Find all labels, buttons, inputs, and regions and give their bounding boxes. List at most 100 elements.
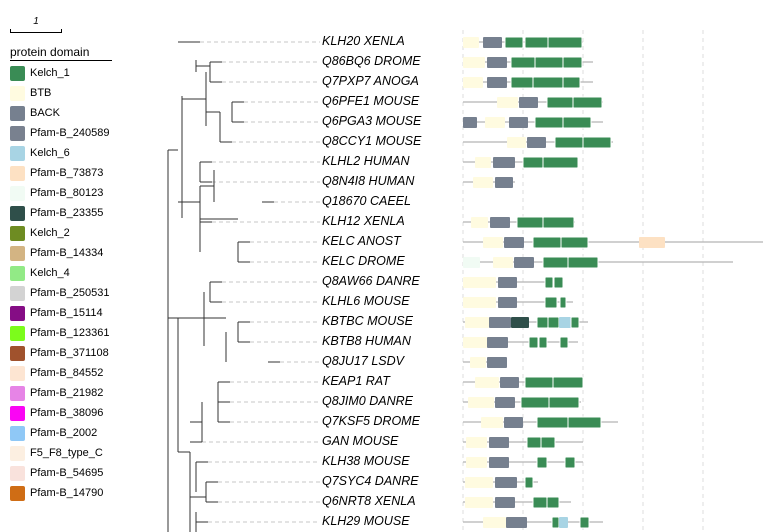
taxon-label: Q6NRT8 XENLA <box>322 494 416 508</box>
legend-item: Pfam-B_23355 <box>10 205 140 222</box>
legend-swatch <box>10 166 25 181</box>
taxon-row: Q7PXP7 ANOGA <box>322 72 462 92</box>
taxon-label: Q6PFE1 MOUSE <box>322 94 420 108</box>
legend-swatch <box>10 206 25 221</box>
taxon-row: Q18670 CAEEL <box>322 192 462 212</box>
domain-btb <box>463 277 496 288</box>
domain-btb <box>497 97 518 108</box>
domain-kelch_1 <box>567 416 602 429</box>
domain-back <box>483 37 502 48</box>
domain-pfam-b_80123 <box>463 257 480 268</box>
domain-pfam-b_23355 <box>511 317 529 328</box>
domain-pfam-b_73873 <box>639 237 665 248</box>
domain-btb <box>473 177 493 188</box>
domain-btb <box>485 117 505 128</box>
domain-kelch_1 <box>510 76 534 89</box>
domain-kelch_1 <box>562 116 592 129</box>
domain-kelch_1 <box>559 336 569 349</box>
taxon-row: Q6NRT8 XENLA <box>322 492 462 512</box>
domain-btb <box>470 357 486 368</box>
domain-back <box>495 477 517 488</box>
legend-item: Pfam-B_80123 <box>10 185 140 202</box>
domain-kelch_1 <box>547 316 560 329</box>
legend-item: Pfam-B_84552 <box>10 365 140 382</box>
legend-item-label: Pfam-B_38096 <box>30 407 104 419</box>
taxon-row: KLH12 XENLA <box>322 212 462 232</box>
taxon-label: GAN MOUSE <box>322 434 399 448</box>
domain-btb <box>507 137 526 148</box>
domain-kelch_1 <box>582 136 612 149</box>
domain-back <box>495 497 515 508</box>
legend-item: Pfam-B_371108 <box>10 345 140 362</box>
taxon-label: KELC DROME <box>322 254 405 268</box>
legend-item-label: Pfam-B_240589 <box>30 127 110 139</box>
taxon-label: Q18670 CAEEL <box>322 194 411 208</box>
legend-item-label: Pfam-B_15114 <box>30 307 103 319</box>
domain-kelch_1 <box>559 296 567 309</box>
domain-btb <box>463 37 479 48</box>
legend-swatch <box>10 446 25 461</box>
legend-item: Pfam-B_250531 <box>10 285 140 302</box>
legend-item-label: Kelch_2 <box>30 227 70 239</box>
taxon-label: Q7PXP7 ANOGA <box>322 74 419 88</box>
taxon-label: Q8CCY1 MOUSE <box>322 134 422 148</box>
domain-kelch_1 <box>544 296 558 309</box>
domain-btb <box>466 457 487 468</box>
domain-kelch_1 <box>534 56 564 69</box>
legend-swatch <box>10 486 25 501</box>
legend-swatch <box>10 326 25 341</box>
domain-btb <box>483 237 503 248</box>
domain-back <box>527 137 546 148</box>
domain-back <box>500 377 519 388</box>
domain-back <box>498 277 517 288</box>
domain-kelch_1 <box>542 216 575 229</box>
domain-kelch_1 <box>544 276 554 289</box>
domain-kelch_6 <box>559 317 571 328</box>
taxon-row: Q7KSF5 DROME <box>322 412 462 432</box>
taxon-row: KLHL6 MOUSE <box>322 292 462 312</box>
taxon-row: GAN MOUSE <box>322 432 462 452</box>
legend-item: BACK <box>10 105 140 122</box>
scale-line <box>10 29 62 33</box>
taxon-label: Q86BQ6 DROME <box>322 54 421 68</box>
legend-item: Pfam-B_2002 <box>10 425 140 442</box>
taxon-row: KEAP1 RAT <box>322 372 462 392</box>
legend-item: Kelch_4 <box>10 265 140 282</box>
domain-kelch_1 <box>516 216 544 229</box>
scale-label: 1 <box>33 16 39 27</box>
domain-kelch_1 <box>510 56 536 69</box>
legend-item: Pfam-B_15114 <box>10 305 140 322</box>
domain-btb <box>493 257 513 268</box>
legend-swatch <box>10 306 25 321</box>
legend-item: BTB <box>10 85 140 102</box>
legend-item: F5_F8_type_C <box>10 445 140 462</box>
legend-item: Pfam-B_54695 <box>10 465 140 482</box>
domain-back <box>495 177 513 188</box>
legend-item: Pfam-B_38096 <box>10 405 140 422</box>
taxon-label: KLH38 MOUSE <box>322 454 410 468</box>
domain-back <box>514 257 534 268</box>
taxon-row: KBTBC MOUSE <box>322 312 462 332</box>
domain-back <box>487 57 507 68</box>
legend-item-label: Pfam-B_21982 <box>30 387 104 399</box>
domain-btb <box>466 437 487 448</box>
domain-kelch_1 <box>534 116 564 129</box>
taxon-row: Q6PFE1 MOUSE <box>322 92 462 112</box>
domain-kelch_1 <box>554 136 584 149</box>
legend-item-label: Pfam-B_80123 <box>30 187 104 199</box>
legend-item-label: Pfam-B_250531 <box>30 287 110 299</box>
legend-swatch <box>10 266 25 281</box>
legend-item: Pfam-B_123361 <box>10 325 140 342</box>
legend-swatch <box>10 106 25 121</box>
taxon-label: Q8AW66 DANRE <box>322 274 420 288</box>
taxon-label: Q6PGA3 MOUSE <box>322 114 422 128</box>
domain-kelch_1 <box>540 436 556 449</box>
legend-swatch <box>10 386 25 401</box>
domain-kelch_1 <box>542 256 569 269</box>
domain-btb <box>465 497 493 508</box>
legend-item-label: Kelch_4 <box>30 267 70 279</box>
domain-btb <box>468 397 494 408</box>
domain-btb <box>465 477 493 488</box>
domain-kelch_1 <box>579 516 590 529</box>
